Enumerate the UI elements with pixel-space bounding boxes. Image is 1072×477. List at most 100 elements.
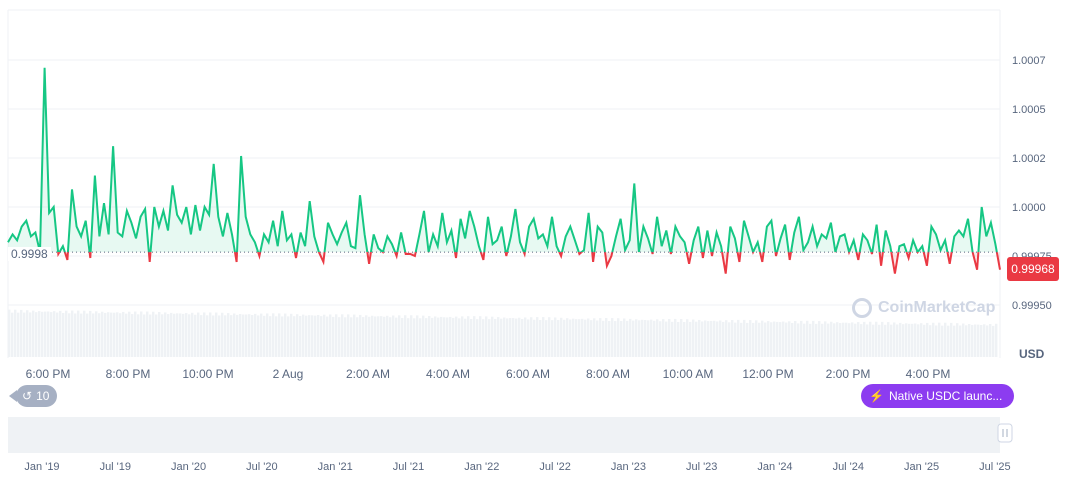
volume-bar [638, 320, 641, 357]
volume-bar [971, 324, 974, 357]
volume-bar [908, 323, 911, 357]
volume-bar [71, 310, 74, 357]
volume-bar [413, 318, 416, 357]
volume-bar [782, 321, 785, 357]
volume-bar [302, 314, 305, 357]
volume-bar [947, 325, 950, 357]
volume-bar [875, 321, 878, 357]
navigator-handle[interactable] [997, 423, 1013, 443]
volume-bar [863, 321, 866, 357]
volume-bar [518, 317, 521, 357]
history-badge[interactable]: ↺ 10 [8, 385, 58, 407]
volume-bar [194, 314, 197, 357]
volume-bar [989, 323, 992, 357]
volume-bar [446, 317, 449, 357]
volume-bar [68, 313, 71, 357]
volume-bar [116, 312, 119, 357]
volume-bar [542, 317, 545, 357]
volume-bar [440, 316, 443, 357]
volume-bar [686, 319, 689, 357]
volume-bar [653, 320, 656, 357]
volume-bar [716, 321, 719, 357]
volume-bar [263, 315, 266, 357]
navigator-area[interactable] [8, 417, 1000, 453]
y-tick-label: 1.0002 [1012, 153, 1046, 165]
volume-bar [149, 314, 152, 357]
volume-bar [443, 317, 446, 357]
volume-bar [266, 313, 269, 357]
volume-bar [593, 318, 596, 357]
x-tick-label: 6:00 PM [26, 367, 71, 381]
navigator-tick-label: Jan '20 [171, 461, 206, 473]
x-tick-label: 10:00 AM [663, 367, 714, 381]
volume-bars [8, 309, 998, 357]
volume-bar [812, 320, 815, 357]
volume-bar [455, 316, 458, 357]
coinmarketcap-logo-icon [852, 298, 872, 318]
volume-bar [347, 314, 350, 357]
volume-bar [191, 312, 194, 357]
event-badge[interactable]: ⚡ Native USDC launc... [861, 384, 1015, 408]
volume-bar [230, 315, 233, 357]
volume-bar [824, 321, 827, 357]
volume-bar [614, 321, 617, 357]
history-icon: ↺ [22, 389, 33, 403]
volume-bar [731, 319, 734, 357]
navigator-tick-label: Jul '21 [393, 461, 424, 473]
volume-bar [641, 319, 644, 357]
volume-bar [338, 317, 341, 357]
volume-bar [95, 311, 98, 357]
volume-bar [560, 317, 563, 357]
volume-bar [107, 312, 110, 357]
volume-bar [752, 322, 755, 357]
volume-bar [422, 315, 425, 357]
volume-bar [800, 320, 803, 357]
volume-bar [683, 321, 686, 357]
volume-bar [938, 322, 941, 357]
volume-bar [740, 322, 743, 357]
volume-bar [566, 318, 569, 357]
volume-bar [596, 320, 599, 357]
volume-bar [11, 312, 14, 357]
volume-bar [914, 323, 917, 357]
volume-bar [317, 314, 320, 357]
volume-bar [956, 323, 959, 357]
volume-bar [512, 318, 515, 357]
volume-bar [401, 317, 404, 357]
volume-bar [41, 311, 44, 357]
volume-bar [617, 318, 620, 357]
volume-bar [452, 317, 455, 357]
volume-bar [278, 313, 281, 357]
volume-bar [962, 323, 965, 357]
volume-bar [482, 319, 485, 357]
navigator-tick-label: Jul '25 [979, 461, 1010, 473]
volume-bar [551, 320, 554, 357]
volume-bar [236, 314, 239, 357]
volume-bar [47, 311, 50, 357]
lightning-icon: ⚡ [869, 389, 884, 403]
volume-bar [203, 312, 206, 357]
volume-bar [167, 314, 170, 357]
volume-bar [950, 322, 953, 357]
volume-bar [821, 323, 824, 357]
volume-bar [218, 315, 221, 357]
volume-bar [851, 322, 854, 357]
volume-bar [485, 316, 488, 357]
volume-bar [479, 316, 482, 357]
volume-bar [797, 323, 800, 357]
volume-bar [461, 316, 464, 357]
volume-bar [290, 313, 293, 357]
volume-bar [488, 319, 491, 357]
volume-bar [131, 314, 134, 357]
volume-bar [965, 325, 968, 357]
volume-bar [878, 324, 881, 357]
volume-bar [818, 321, 821, 357]
volume-bar [674, 318, 677, 357]
volume-bar [356, 317, 359, 357]
navigator-tick-label: Jan '23 [611, 461, 646, 473]
volume-bar [893, 322, 896, 357]
volume-bar [176, 313, 179, 357]
volume-bar [572, 318, 575, 357]
